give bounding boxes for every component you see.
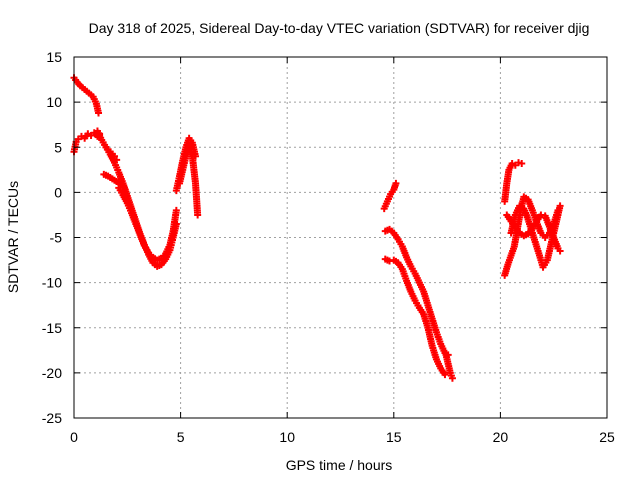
axis-ticks: 0 5 10 15 20 25 -25 -20 -15 -10 -5 0 5 10 15 — [42, 49, 615, 445]
x-tick-label: 10 — [279, 429, 295, 445]
y-tick-label: 10 — [46, 94, 62, 110]
data-segment — [381, 225, 452, 359]
data-segment — [70, 74, 103, 117]
y-axis-label: SDTVAR / TECUs — [5, 181, 21, 293]
x-axis-label: GPS time / hours — [286, 457, 393, 473]
data-point — [95, 109, 103, 117]
y-tick-label: 0 — [54, 184, 62, 200]
data-point — [518, 159, 526, 167]
y-tick-label: -5 — [50, 230, 63, 246]
x-tick-label: 25 — [599, 429, 615, 445]
y-tick-label: 5 — [54, 139, 62, 155]
y-tick-label: -15 — [42, 320, 62, 336]
x-tick-label: 20 — [493, 429, 509, 445]
y-tick-label: -20 — [42, 365, 62, 381]
data-segment — [381, 255, 449, 379]
y-tick-label: -10 — [42, 275, 62, 291]
data-segment — [442, 351, 456, 382]
data-point — [441, 371, 449, 379]
data-segment — [507, 202, 564, 271]
y-tick-label: -25 — [42, 410, 62, 426]
data-point — [556, 247, 564, 255]
plot-series — [70, 74, 564, 382]
x-tick-label: 5 — [177, 429, 185, 445]
chart-title: Day 318 of 2025, Sidereal Day-to-day VTE… — [89, 20, 590, 36]
data-segment — [115, 184, 180, 264]
y-tick-label: 15 — [46, 49, 62, 65]
data-point — [172, 206, 180, 214]
data-point — [448, 374, 456, 382]
grid-lines — [74, 57, 607, 418]
x-tick-label: 15 — [386, 429, 402, 445]
data-point — [556, 202, 564, 210]
data-point — [194, 211, 202, 219]
data-segment — [501, 159, 526, 205]
data-segment — [176, 141, 202, 219]
data-point — [392, 179, 400, 187]
x-tick-label: 0 — [70, 429, 78, 445]
data-segment — [380, 179, 400, 213]
